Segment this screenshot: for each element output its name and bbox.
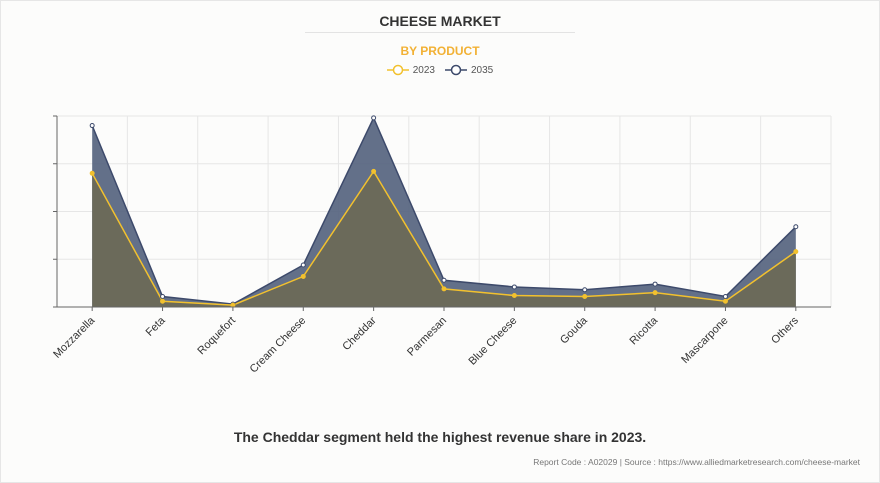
legend-item-2023[interactable]: 2023	[386, 64, 435, 76]
chart-subtitle: BY PRODUCT	[400, 44, 480, 58]
x-tick-label: Others	[769, 314, 801, 346]
data-point-2023	[793, 249, 799, 255]
legend-item-2035[interactable]: 2035	[445, 64, 493, 76]
x-tick-label: Feta	[144, 314, 169, 339]
chart-title: CHEESE MARKET	[379, 13, 501, 29]
data-point-2023	[89, 170, 95, 176]
data-point-2035	[89, 123, 95, 129]
data-point-2023	[652, 290, 658, 296]
chart-caption: The Cheddar segment held the highest rev…	[233, 429, 647, 445]
x-tick-label: Mozzarella	[51, 314, 98, 361]
legend-marker-2023	[386, 64, 409, 76]
legend-label-2023: 2023	[412, 64, 435, 76]
data-point-2023	[160, 298, 166, 304]
x-tick-label: Roquefort	[195, 315, 238, 358]
data-point-2035	[582, 287, 588, 293]
x-tick-label: Cheddar	[340, 314, 379, 353]
data-point-2023	[511, 293, 517, 299]
data-point-2023	[230, 302, 236, 308]
x-tick-label: Cream Cheese	[248, 315, 309, 376]
data-point-2035	[793, 224, 799, 230]
source-note: Report Code : A02029 | Source : https://…	[533, 457, 860, 467]
title-divider	[305, 32, 575, 33]
data-point-2035	[300, 262, 306, 268]
legend: 2023 2035	[0, 64, 880, 76]
data-point-2023	[300, 273, 306, 279]
legend-label-2035: 2035	[471, 64, 494, 76]
x-tick-label: Blue Cheese	[466, 315, 519, 368]
legend-marker-2035	[445, 64, 467, 76]
data-point-2035	[160, 293, 166, 299]
x-tick-label: Mascarpone	[679, 315, 730, 366]
x-tick-label: Gouda	[558, 314, 590, 346]
data-point-2035	[511, 284, 517, 290]
data-point-2023	[371, 168, 377, 174]
data-point-2035	[652, 281, 658, 287]
data-point-2023	[441, 286, 447, 292]
x-tick-label: Ricotta	[628, 314, 661, 347]
x-tick-label: Parmesan	[405, 315, 449, 359]
data-point-2035	[722, 293, 728, 299]
data-point-2023	[582, 293, 588, 299]
data-point-2035	[371, 115, 377, 121]
data-point-2023	[722, 298, 728, 304]
data-point-2035	[441, 277, 447, 283]
